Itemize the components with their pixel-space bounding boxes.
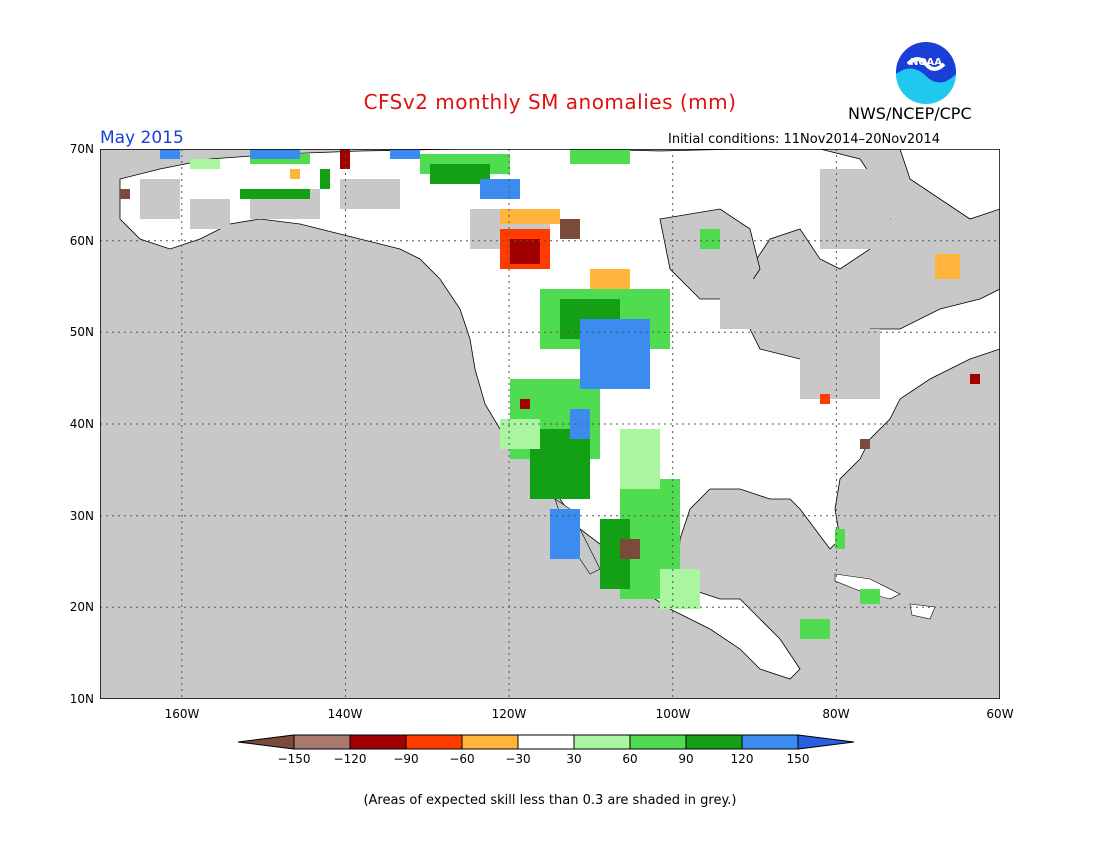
colorbar-cell <box>293 734 351 750</box>
colorbar-right-arrow <box>797 734 855 750</box>
colorbar-cell <box>629 734 687 750</box>
graticule <box>100 149 1000 699</box>
colorbar-tick-label: 60 <box>622 752 638 766</box>
initial-conditions: Initial conditions: 11Nov2014–20Nov2014 <box>668 132 940 147</box>
agency-name: NWS/NCEP/CPC <box>848 104 972 123</box>
forecast-month: May 2015 <box>100 128 184 148</box>
logo-text: NOAA <box>910 57 942 68</box>
colorbar-tick-label: −90 <box>393 752 419 766</box>
lat-label: 50N <box>69 325 94 339</box>
lon-label: 140W <box>327 707 363 721</box>
lat-label: 70N <box>69 142 94 156</box>
lon-label: 60W <box>986 707 1014 721</box>
colorbar-tick-label: −30 <box>505 752 531 766</box>
lon-label: 80W <box>822 707 850 721</box>
colorbar-cell <box>573 734 631 750</box>
colorbar-tick-label: 90 <box>678 752 694 766</box>
lon-label: 100W <box>655 707 691 721</box>
colorbar-tick-label: 30 <box>566 752 582 766</box>
lat-label: 60N <box>69 234 94 248</box>
lat-label: 10N <box>69 692 94 706</box>
colorbar-cell <box>349 734 407 750</box>
colorbar-tick-label: −150 <box>277 752 311 766</box>
lat-label: 20N <box>69 600 94 614</box>
cuba <box>834 573 901 600</box>
colorbar-cell <box>405 734 463 750</box>
colorbar-cell <box>517 734 575 750</box>
low-skill-mask <box>140 169 890 399</box>
greenland <box>899 149 1000 220</box>
colorbar-tick-label: −120 <box>333 752 367 766</box>
colorbar-cell <box>461 734 519 750</box>
colorbar-tick-label: 120 <box>730 752 754 766</box>
lon-label: 160W <box>164 707 200 721</box>
anomaly-map <box>100 149 1000 699</box>
noaa-logo: NOAA <box>896 42 956 104</box>
lat-label: 30N <box>69 509 94 523</box>
colorbar <box>238 734 855 750</box>
anomaly-cells <box>120 149 980 639</box>
colorbar-left-arrow <box>238 734 295 750</box>
colorbar-cell <box>685 734 743 750</box>
lat-label: 40N <box>69 417 94 431</box>
colorbar-cell <box>741 734 799 750</box>
colorbar-tick-label: −60 <box>449 752 475 766</box>
chart-title: CFSv2 monthly SM anomalies (mm) <box>363 90 737 114</box>
skill-footnote: (Areas of expected skill less than 0.3 a… <box>363 793 737 808</box>
colorbar-tick-label: 150 <box>786 752 810 766</box>
lon-label: 120W <box>491 707 527 721</box>
